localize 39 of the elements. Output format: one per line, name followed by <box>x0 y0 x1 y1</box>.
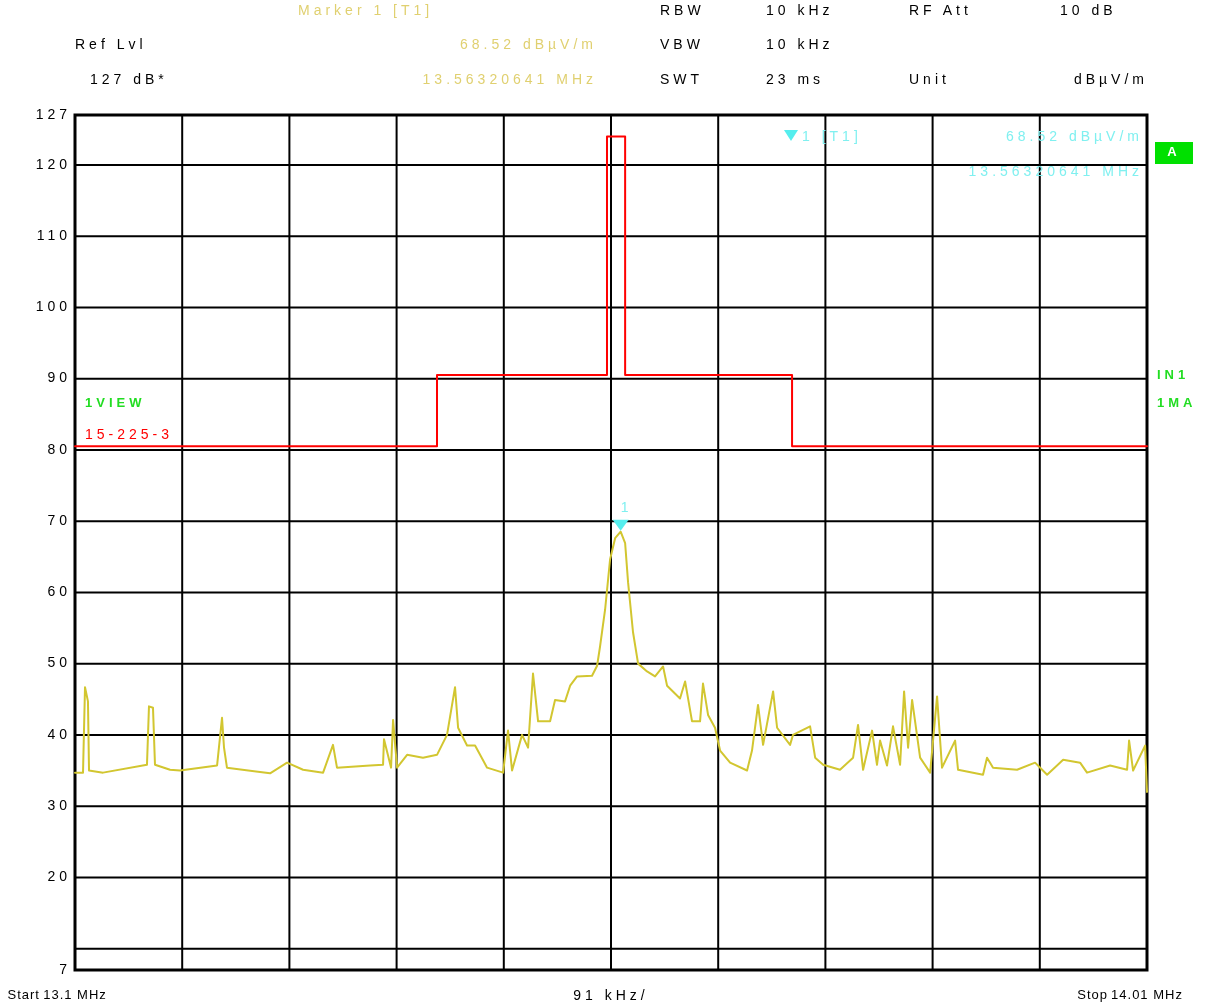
text: 68.52 dBµV/m <box>459 35 597 52</box>
annotation: 1 <box>620 498 633 515</box>
text: A <box>1167 144 1181 160</box>
y-tick-label: 110 <box>36 226 71 243</box>
x-tick-label: 14.01 MHz <box>1111 987 1183 1003</box>
text: dBµV/m <box>1073 70 1148 87</box>
text: RF Att <box>909 1 972 18</box>
text: IN1 <box>1157 367 1190 383</box>
y-tick-label: 70 <box>47 511 71 528</box>
text: Ref Lvl <box>75 35 147 52</box>
y-tick-label: 90 <box>47 369 71 386</box>
text: Marker 1 [T1] <box>298 1 434 18</box>
text: 10 kHz <box>766 1 834 18</box>
y-tick-label: 40 <box>47 725 71 742</box>
y-tick-label: 120 <box>35 155 71 172</box>
y-tick-label: 20 <box>47 868 71 885</box>
x-axis-title: 91 kHz/ <box>573 986 649 1003</box>
text: 13.56320641 MHz <box>422 70 597 87</box>
text: 23 ms <box>766 70 825 87</box>
y-tick-label: 7 <box>59 960 71 977</box>
text: 127 dB* <box>90 70 168 87</box>
text: VBW <box>660 35 704 52</box>
text: 10 dB <box>1060 1 1117 18</box>
text: SWT <box>660 70 704 87</box>
y-tick-label: 60 <box>47 583 71 600</box>
text: 1MA <box>1157 395 1197 411</box>
y-tick-label: 100 <box>35 298 71 315</box>
x-tick-label: 13.1 MHz <box>43 987 107 1003</box>
text: Stop <box>1077 987 1108 1003</box>
y-tick-label: 30 <box>47 796 71 813</box>
text: 10 kHz <box>766 35 834 52</box>
text: RBW <box>660 1 705 18</box>
y-tick-label: 50 <box>47 654 71 671</box>
y-tick-label: 127 <box>35 105 71 122</box>
text: Unit <box>909 70 950 87</box>
text: Start <box>7 987 40 1003</box>
y-tick-label: 80 <box>47 440 71 457</box>
annotation: 1VIEW <box>85 395 146 411</box>
series-label: 15-225-3 <box>85 426 174 443</box>
